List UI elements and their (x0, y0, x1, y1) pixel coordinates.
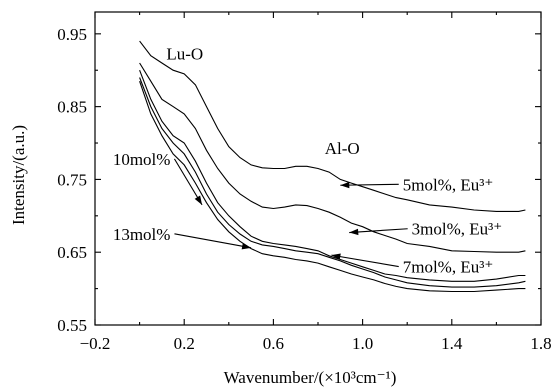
x-tick-label: 0.6 (263, 334, 284, 353)
y-tick-label: 0.65 (57, 243, 87, 262)
annotation-arrow (349, 228, 408, 234)
annotation-arrowhead (340, 181, 350, 189)
annotation-arrowhead (349, 228, 359, 236)
series-line-2 (139, 62, 526, 253)
y-tick-label: 0.55 (57, 316, 87, 335)
y-axis-title: Intensity/(a.u.) (9, 125, 28, 225)
annotation-arrow (174, 233, 252, 249)
x-tick-label: 1.8 (530, 334, 551, 353)
series-line-1 (139, 40, 526, 212)
label-10mol: 10mol% (113, 150, 171, 169)
label-lu-o: Lu-O (166, 44, 203, 63)
label-7mol: 7mol%, Eu³⁺ (403, 258, 494, 277)
plot-area: −0.2 0.2 0.6 1.0 1.4 1.8 0.55 0.65 0.75 0.85 0.95 L… (57, 11, 552, 353)
label-3mol: 3mol%, Eu³⁺ (412, 220, 503, 239)
y-tick-label: 0.95 (57, 25, 87, 44)
y-tick-label: 0.75 (57, 170, 87, 189)
annotation-arrow (331, 254, 399, 268)
x-tick-label: 1.0 (352, 334, 373, 353)
label-al-o: Al-O (325, 139, 360, 158)
annotation-arrow (340, 183, 399, 186)
label-13mol: 13mol% (113, 225, 171, 244)
series-line-5 (139, 81, 526, 293)
x-tick-label: 0.2 (174, 334, 195, 353)
x-tick-label: 1.4 (441, 334, 463, 353)
annotation-arrowhead (241, 243, 252, 250)
x-tick-label: −0.2 (80, 334, 111, 353)
series-line-3 (139, 70, 526, 282)
label-5mol: 5mol%, Eu³⁺ (403, 175, 494, 194)
series-line-4 (139, 77, 526, 288)
annotation-arrowhead (194, 195, 203, 205)
annotation-arrowhead (331, 253, 341, 260)
x-axis-title: Wavenumber/(×10³cm⁻¹) (224, 368, 397, 387)
y-tick-label: 0.85 (57, 98, 87, 117)
